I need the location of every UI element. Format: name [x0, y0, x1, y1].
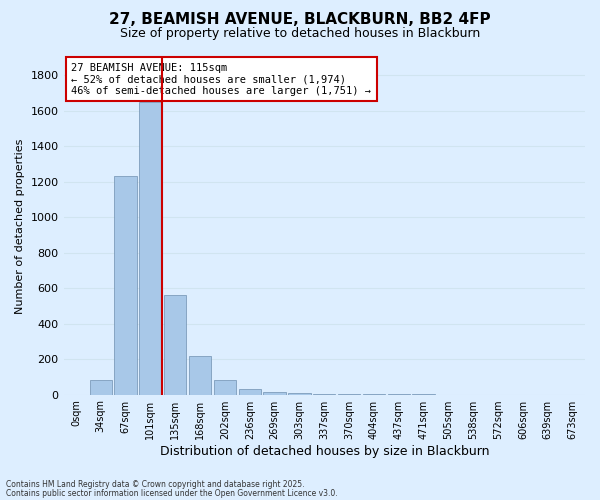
Bar: [263, 392, 286, 394]
Y-axis label: Number of detached properties: Number of detached properties: [15, 138, 25, 314]
Bar: [288, 393, 311, 394]
Text: Contains HM Land Registry data © Crown copyright and database right 2025.: Contains HM Land Registry data © Crown c…: [6, 480, 305, 489]
X-axis label: Distribution of detached houses by size in Blackburn: Distribution of detached houses by size …: [160, 444, 489, 458]
Bar: [239, 390, 261, 394]
Bar: [189, 356, 211, 395]
Bar: [139, 102, 161, 395]
Bar: [115, 176, 137, 394]
Text: Contains public sector information licensed under the Open Government Licence v3: Contains public sector information licen…: [6, 488, 338, 498]
Bar: [89, 380, 112, 394]
Text: 27 BEAMISH AVENUE: 115sqm
← 52% of detached houses are smaller (1,974)
46% of se: 27 BEAMISH AVENUE: 115sqm ← 52% of detac…: [71, 62, 371, 96]
Bar: [164, 295, 187, 394]
Text: 27, BEAMISH AVENUE, BLACKBURN, BB2 4FP: 27, BEAMISH AVENUE, BLACKBURN, BB2 4FP: [109, 12, 491, 28]
Bar: [214, 380, 236, 394]
Text: Size of property relative to detached houses in Blackburn: Size of property relative to detached ho…: [120, 28, 480, 40]
